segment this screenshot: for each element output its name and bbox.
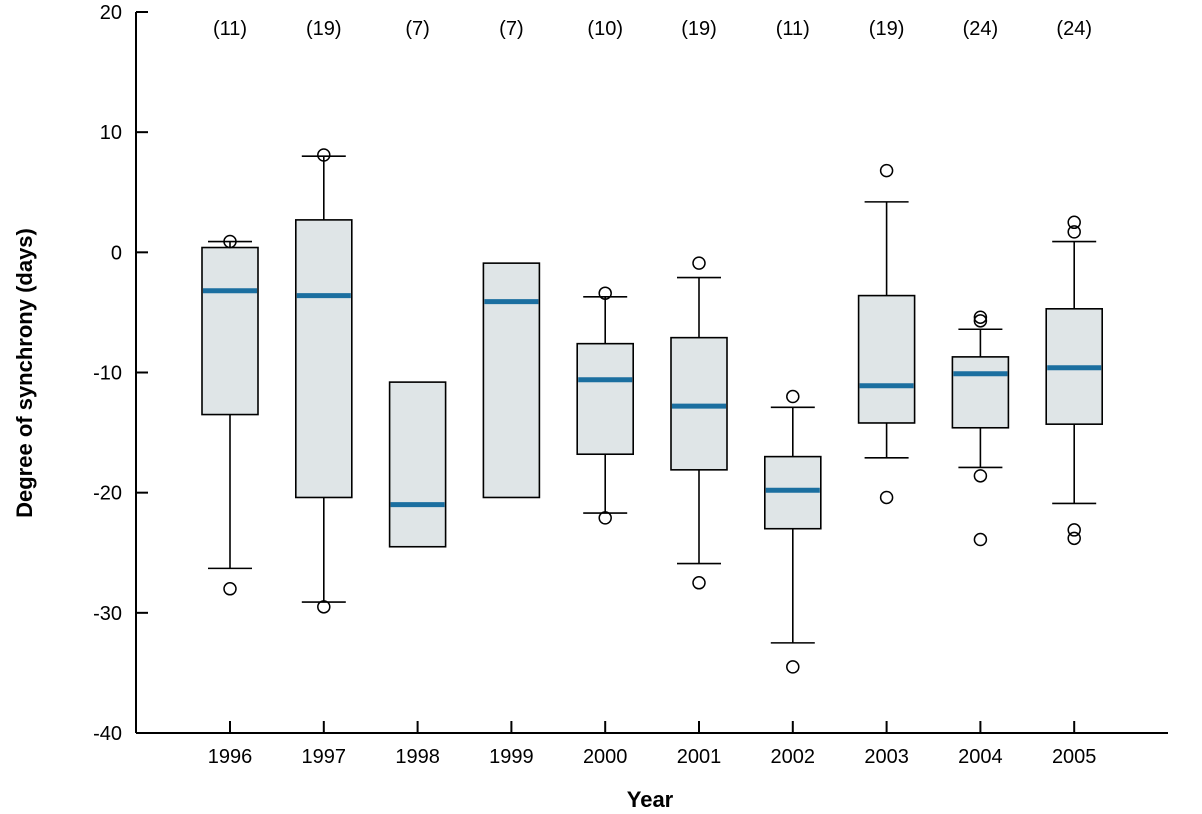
box-2003: (19)	[857, 18, 916, 505]
sample-size-label: (10)	[587, 18, 623, 40]
box-2000: (10)	[576, 18, 635, 525]
outlier-point	[973, 310, 988, 324]
outlier-point	[973, 532, 988, 547]
x-tick-label: 2000	[583, 746, 628, 768]
x-tick-label: 1999	[489, 746, 534, 768]
sample-size-label: (11)	[776, 18, 810, 40]
box-1999: (7)	[482, 18, 541, 499]
box-2001: (19)	[670, 18, 728, 590]
sample-size-label: (11)	[213, 18, 247, 40]
iqr-box	[482, 262, 541, 499]
x-tick-label: 1997	[302, 746, 347, 768]
outlier-point	[598, 286, 612, 300]
sample-size-label: (24)	[963, 18, 999, 40]
outlier-point	[692, 576, 706, 590]
box-2004: (24)	[951, 18, 1010, 547]
outlier-point	[786, 389, 800, 404]
y-tick-label: -20	[93, 483, 122, 505]
x-tick-label: 2004	[958, 746, 1003, 768]
box-2005: (24)	[1045, 18, 1103, 546]
x-tick-label: 1996	[208, 746, 253, 768]
sample-size-label: (19)	[306, 18, 342, 40]
sample-size-label: (7)	[405, 18, 429, 40]
y-tick-label: -30	[93, 603, 122, 625]
outlier-point	[973, 314, 988, 328]
iqr-box	[576, 342, 635, 456]
iqr-box	[951, 356, 1010, 429]
iqr-box	[857, 294, 916, 424]
outlier-point	[879, 163, 894, 178]
outlier-point	[879, 490, 894, 505]
outlier-point	[973, 469, 988, 483]
outlier-point	[317, 600, 331, 614]
y-axis-title: Degree of synchrony (days)	[12, 228, 37, 518]
iqr-box	[294, 219, 353, 499]
outlier-point	[1067, 215, 1081, 230]
outlier-point	[786, 660, 800, 674]
sample-size-label: (24)	[1056, 18, 1092, 40]
y-tick-label: -40	[93, 723, 122, 745]
x-tick-label: 1998	[395, 746, 440, 768]
box-1996: (11)	[201, 18, 259, 596]
y-axis: -40 -30 -20 -10 0 10 20	[93, 2, 148, 745]
boxes: (11) (19) (7) (7) (10) (19) (11) (19) (24) (24)	[201, 18, 1103, 674]
iqr-box	[201, 246, 259, 416]
sample-size-label: (7)	[499, 18, 523, 40]
y-tick-label: 0	[111, 242, 122, 264]
box-2002: (11)	[763, 18, 822, 674]
outlier-point	[223, 234, 237, 249]
y-tick-label: 20	[100, 2, 122, 24]
sample-size-label: (19)	[681, 18, 717, 40]
outlier-point	[223, 582, 237, 596]
box-1997: (19)	[294, 18, 353, 614]
x-tick-label: 2002	[771, 746, 816, 768]
y-tick-label: 10	[100, 122, 122, 144]
sample-size-label: (19)	[869, 18, 905, 40]
y-tick-label: -10	[93, 363, 122, 385]
outlier-point	[692, 256, 706, 270]
x-tick-label: 2001	[677, 746, 722, 768]
outlier-point	[317, 148, 331, 162]
outlier-point	[598, 511, 612, 525]
x-axis: 1996 1997 1998 1999 2000 2001 2002 2003 2004 2005	[136, 721, 1168, 768]
iqr-box	[388, 381, 447, 548]
x-tick-label: 2005	[1052, 746, 1097, 768]
outlier-point	[1067, 225, 1081, 239]
outlier-point	[1067, 531, 1081, 546]
outlier-point	[1067, 523, 1081, 537]
x-axis-title: Year	[627, 787, 674, 812]
box-1998: (7)	[388, 18, 447, 548]
x-tick-label: 2003	[864, 746, 909, 768]
